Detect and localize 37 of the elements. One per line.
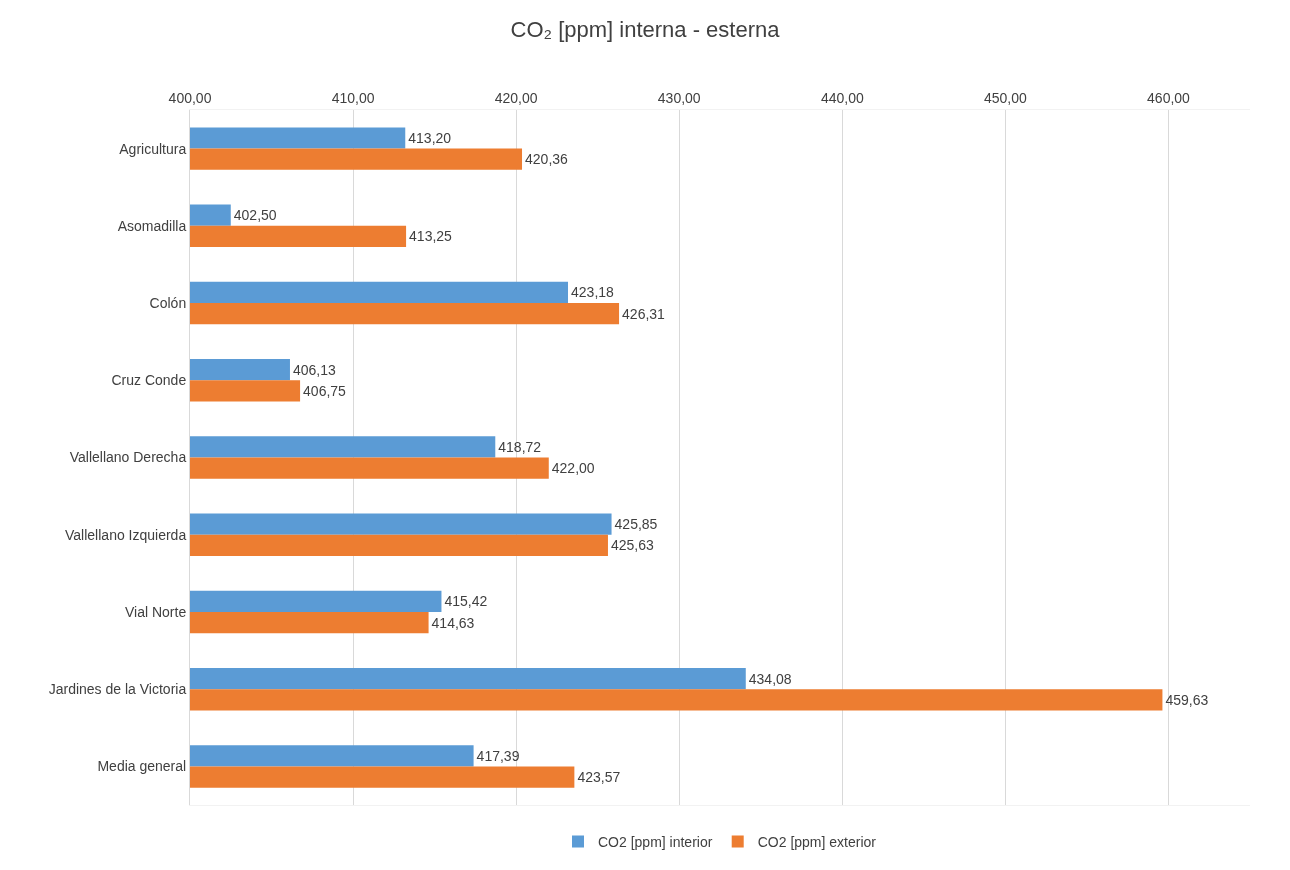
data-label: 425,63 <box>610 537 654 554</box>
chart-title: CO₂ [ppm] interna - esterna <box>510 17 781 43</box>
data-label: 422,00 <box>551 460 595 477</box>
x-tick-label: 450,00 <box>983 90 1027 107</box>
data-label: 414,63 <box>431 614 475 631</box>
x-tick-label: 430,00 <box>657 90 701 107</box>
data-label: 459,63 <box>1165 691 1209 708</box>
y-tick-label: Asomadilla <box>117 217 187 234</box>
y-tick-label: Vallellano Derecha <box>69 449 187 466</box>
data-label: 426,31 <box>622 305 666 322</box>
y-tick-label: Media general <box>97 758 187 775</box>
data-label: 413,20 <box>408 129 452 146</box>
x-tick-label: 410,00 <box>331 90 375 107</box>
x-tick-label: 400,00 <box>168 90 212 107</box>
data-label: 406,75 <box>303 382 347 399</box>
y-tick-label: Cruz Conde <box>111 372 187 389</box>
data-label: 423,57 <box>577 769 621 786</box>
x-tick-label: 460,00 <box>1147 90 1191 107</box>
legend-label: CO2 [ppm] interior <box>598 833 713 850</box>
y-tick-label: Colón <box>149 294 187 311</box>
data-label: 420,36 <box>525 151 569 168</box>
data-label: 417,39 <box>476 747 520 764</box>
data-label: 425,85 <box>614 516 658 533</box>
y-tick-label: Vallellano Izquierda <box>65 526 187 543</box>
data-label: 406,13 <box>292 361 336 378</box>
y-tick-label: Vial Norte <box>124 603 187 620</box>
x-tick-label: 440,00 <box>820 90 864 107</box>
data-label: 418,72 <box>498 438 542 455</box>
y-tick-label: Jardines de la Victoria <box>48 681 187 698</box>
x-tick-label: 420,00 <box>494 90 538 107</box>
legend-label: CO2 [ppm] exterior <box>757 833 877 850</box>
data-label: 423,18 <box>571 284 615 301</box>
data-label: 415,42 <box>444 593 488 610</box>
data-label: 402,50 <box>233 207 277 224</box>
data-label: 434,08 <box>748 670 792 687</box>
data-label: 413,25 <box>409 228 453 245</box>
y-tick-label: Agricultura <box>119 140 187 157</box>
